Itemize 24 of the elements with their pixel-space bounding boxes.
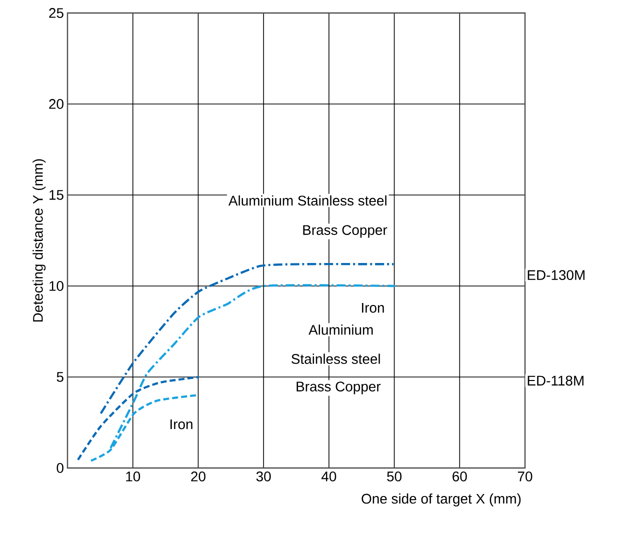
- x-tick-label: 30: [256, 472, 271, 482]
- y-tick-label: 20: [49, 99, 64, 109]
- y-tick-label: 10: [50, 281, 64, 291]
- x-tick-label: 60: [452, 472, 467, 482]
- annotation: Brass Copper: [296, 382, 381, 394]
- x-tick-label: 10: [126, 472, 140, 482]
- x-tick-label: 40: [321, 472, 336, 482]
- annotation: Stainless steel: [292, 354, 380, 364]
- x-tick-label: 70: [518, 472, 532, 482]
- y-tick-label: 15: [50, 190, 64, 200]
- y-tick-label: 25: [49, 8, 64, 18]
- y-tick-label: 0: [56, 463, 64, 473]
- annotation: Aluminium: [308, 324, 373, 335]
- y-axis-title: Detecting distance Y (mm): [32, 159, 46, 322]
- annotation: Brass Copper: [303, 225, 388, 238]
- annotation: Iron: [170, 419, 192, 430]
- annotation: Iron: [362, 302, 384, 313]
- x-tick-label: 20: [191, 472, 206, 482]
- x-axis-title: One side of target X (mm): [362, 493, 521, 506]
- annotation: Aluminium Stainless steel: [228, 195, 386, 206]
- text: ED-130M: [528, 270, 584, 280]
- text: ED-118M: [528, 376, 584, 386]
- x-tick-label: 50: [387, 472, 402, 482]
- y-tick-label: 5: [56, 372, 64, 382]
